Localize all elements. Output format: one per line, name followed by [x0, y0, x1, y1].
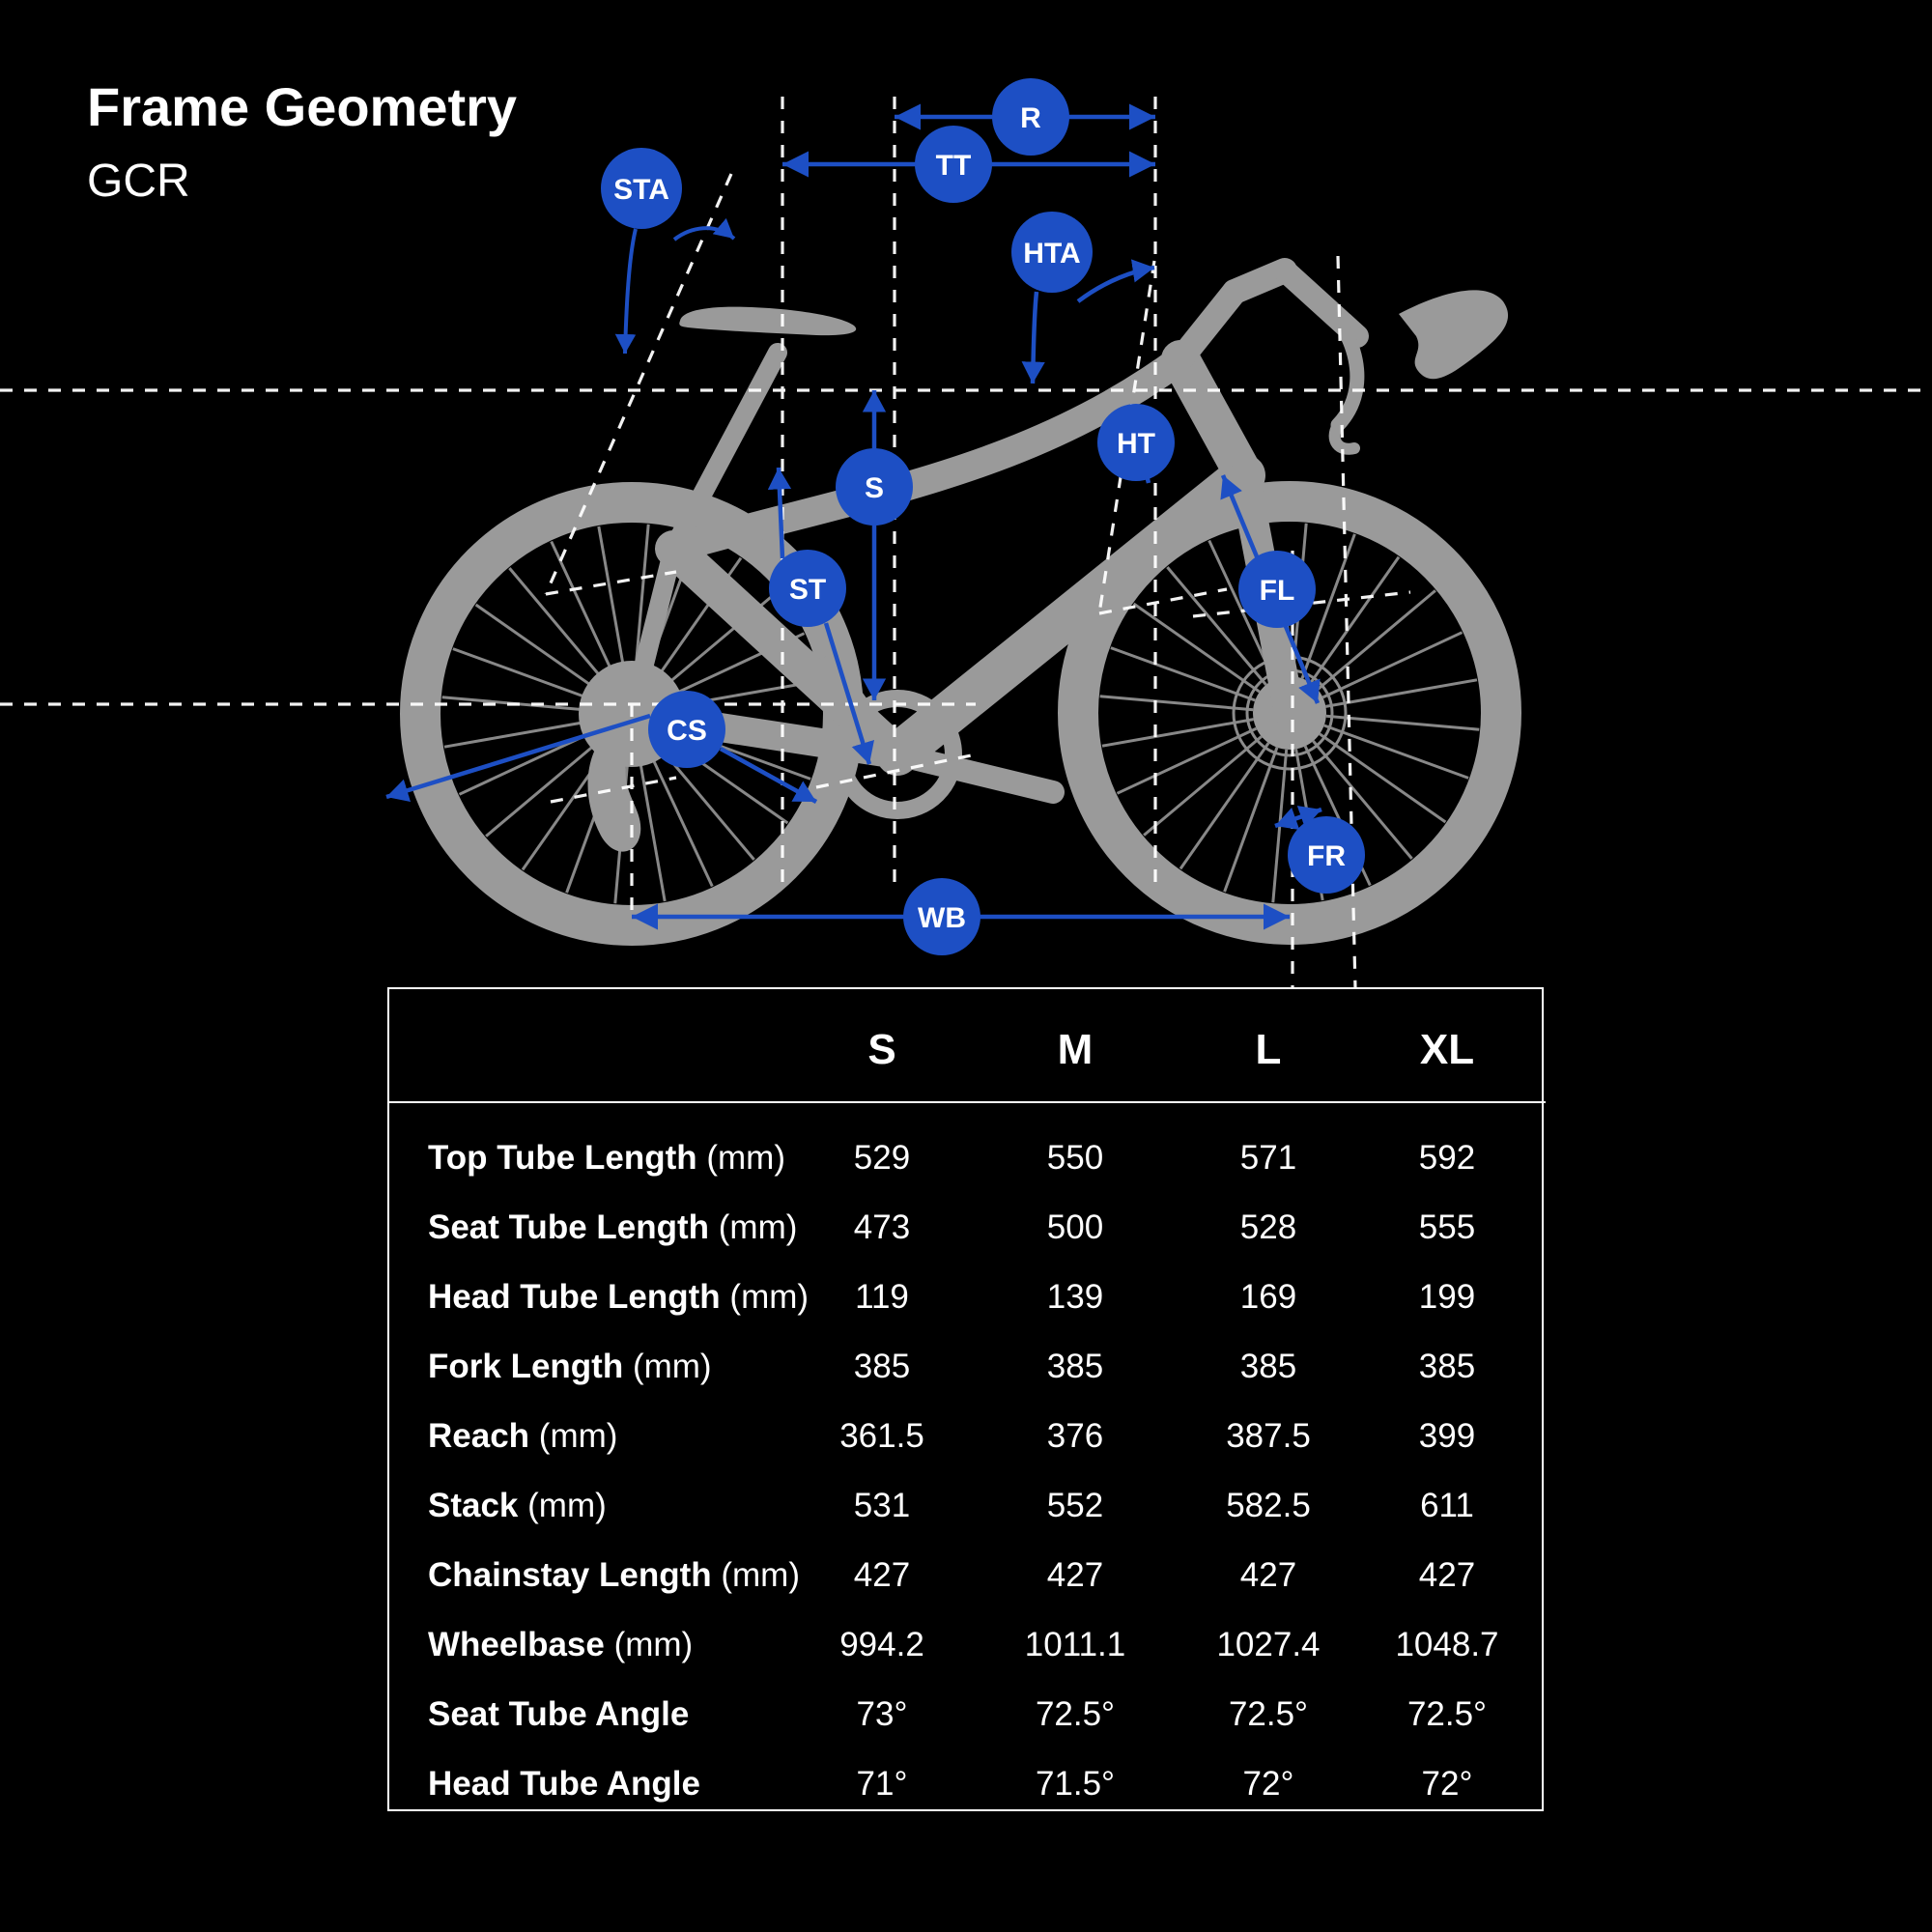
- svg-text:FR: FR: [1307, 840, 1346, 872]
- svg-text:ST: ST: [789, 574, 826, 606]
- svg-text:R: R: [1020, 102, 1041, 134]
- svg-text:HT: HT: [1117, 428, 1155, 460]
- svg-text:STA: STA: [613, 174, 669, 206]
- svg-text:HTA: HTA: [1023, 238, 1080, 270]
- svg-text:FL: FL: [1260, 575, 1295, 607]
- svg-text:CS: CS: [667, 715, 707, 747]
- svg-text:S: S: [865, 472, 884, 504]
- svg-text:TT: TT: [936, 150, 972, 182]
- svg-text:WB: WB: [918, 902, 966, 934]
